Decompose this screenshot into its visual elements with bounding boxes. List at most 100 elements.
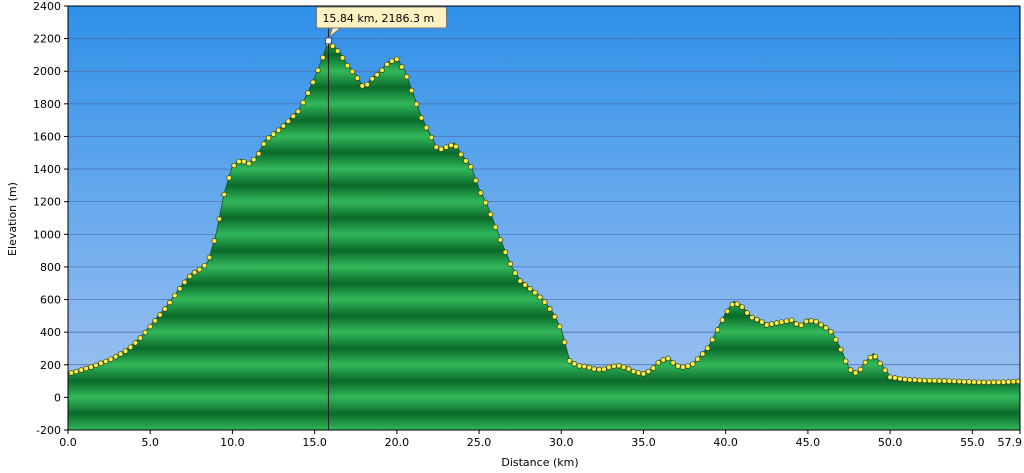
track-point [606, 364, 612, 370]
track-point [359, 83, 366, 89]
track-point [798, 322, 805, 329]
track-point [458, 151, 464, 158]
track-point [951, 378, 957, 384]
track-point [186, 273, 193, 280]
track-point [912, 377, 918, 383]
track-point [260, 141, 267, 147]
track-point [162, 306, 168, 312]
track-point [379, 67, 385, 74]
track-point [507, 261, 514, 267]
track-point [714, 327, 721, 333]
track-point [132, 340, 139, 346]
track-point [305, 90, 311, 96]
track-point [443, 144, 449, 150]
track-point [517, 278, 523, 284]
track-point [181, 279, 188, 286]
cursor-marker[interactable] [324, 37, 333, 45]
track-point [1015, 378, 1020, 385]
track-point [660, 357, 666, 363]
track-point [1000, 379, 1007, 385]
track-point [936, 378, 943, 384]
track-point [1010, 378, 1017, 385]
track-point [147, 323, 153, 330]
track-point [374, 72, 380, 78]
y-tick-label: 600 [40, 294, 61, 307]
track-point [768, 321, 775, 327]
track-point [596, 366, 602, 373]
track-point [704, 345, 711, 351]
track-point [931, 377, 938, 384]
track-point [709, 336, 716, 343]
track-point [403, 74, 410, 80]
track-point [399, 64, 405, 70]
track-point [655, 359, 662, 366]
cursor-tooltip: 15.84 km, 2186.3 m [315, 6, 447, 39]
track-point [537, 294, 543, 301]
y-axis-title: Elevation (m) [6, 182, 19, 256]
track-point [93, 362, 99, 369]
track-point [675, 363, 681, 369]
track-point [981, 379, 987, 386]
track-point [803, 318, 810, 325]
track-point [339, 55, 346, 61]
track-point [300, 99, 306, 106]
track-point [754, 316, 760, 323]
track-point [329, 43, 336, 49]
track-point [872, 353, 879, 360]
track-point [724, 308, 731, 315]
track-point [685, 363, 691, 369]
track-point [270, 131, 277, 137]
y-tick-label: 2200 [33, 33, 61, 46]
track-point [88, 364, 94, 370]
track-point [107, 356, 114, 362]
track-point [986, 379, 992, 386]
track-point [961, 378, 967, 385]
track-point [522, 282, 528, 288]
track-point [601, 366, 607, 372]
track-point [196, 266, 203, 273]
track-point [916, 377, 923, 384]
track-point [842, 358, 849, 364]
track-point [926, 377, 933, 384]
track-point [246, 160, 252, 167]
track-point [591, 366, 597, 372]
track-point [749, 314, 755, 321]
track-point [665, 355, 671, 362]
y-tick-label: 800 [40, 261, 61, 274]
track-point [966, 379, 972, 385]
track-point [532, 289, 538, 296]
track-point [902, 376, 908, 383]
track-point [512, 270, 518, 276]
x-tick-label: 0.0 [59, 436, 77, 449]
track-point [236, 158, 242, 165]
track-point [576, 363, 583, 369]
track-point [680, 364, 686, 370]
track-point [103, 358, 109, 365]
track-point [764, 322, 770, 328]
track-point [778, 319, 785, 325]
track-point [818, 321, 824, 328]
track-point [625, 366, 632, 372]
track-point [788, 317, 795, 323]
plot-frame [67, 5, 1021, 431]
track-point [556, 323, 563, 330]
track-point [152, 318, 158, 324]
track-point [847, 367, 854, 373]
track-point [630, 368, 637, 375]
track-point [255, 151, 262, 157]
track-point [497, 237, 504, 243]
track-point [882, 367, 888, 374]
track-points [68, 40, 1020, 386]
track-point [167, 299, 173, 306]
track-point [852, 370, 859, 376]
track-point [226, 175, 232, 181]
track-point [566, 358, 573, 364]
track-point [78, 367, 84, 373]
track-point [354, 75, 361, 81]
track-point [477, 190, 484, 196]
track-point [369, 76, 375, 82]
x-tick-label: 15.0 [302, 436, 327, 449]
track-point [492, 224, 499, 230]
track-point [813, 318, 819, 325]
track-point [137, 335, 144, 341]
